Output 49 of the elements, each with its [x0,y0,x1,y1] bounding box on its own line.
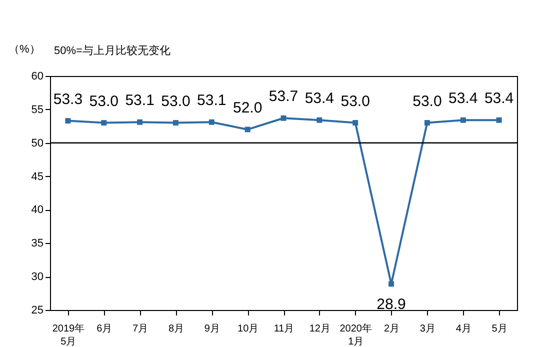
y-tick-label: 60 [31,70,44,82]
point [172,120,178,126]
point [316,117,322,123]
text: 50%=与上月比较无变化 [54,44,170,57]
x-tick-label: 8月 [168,324,184,334]
data-label: 53.0 [89,92,118,110]
data-label: 53.0 [161,92,190,110]
x-tick-label: 2020年 1月 [340,322,372,347]
point [388,281,394,287]
point [424,120,430,126]
x-tick-label: 7月 [132,324,148,334]
point [280,115,286,121]
x-tick-label: 2月 [384,324,400,334]
point [460,117,466,123]
y-tick-label: 30 [31,271,44,284]
data-label: 28.9 [376,296,406,313]
point [496,117,502,123]
data-label: 53.1 [125,92,154,110]
data-label: 53.1 [197,92,226,110]
point [244,126,250,132]
y-tick-label: 50 [31,137,44,150]
data-label: 53.4 [304,90,334,108]
data-label: 53.0 [412,92,442,110]
y-tick-label: 35 [31,238,44,250]
x-tick-label: 6月 [96,324,112,334]
data-label: 52.0 [232,99,262,116]
data-label: 53.7 [268,88,298,106]
x-tick-label: 12月 [309,324,330,334]
x-tick-label: 5月 [492,324,508,334]
point [65,118,71,124]
data-label: 53.4 [448,90,478,108]
point [352,120,358,126]
y-axis-title: （%） [8,44,40,56]
y-tick-label: 55 [31,104,44,116]
point [137,119,143,125]
y-tick-label: 40 [31,204,44,216]
y-tick-label: 25 [31,304,44,316]
y-tick-label: 45 [31,170,44,183]
x-tick-label: 11月 [274,324,294,334]
point [101,120,107,126]
x-tick-label: 10月 [238,324,259,334]
data-label: 53.3 [53,90,83,108]
x-tick-label: 2019年 5月 [52,322,85,347]
x-tick-label: 4月 [456,324,472,334]
point [208,119,214,125]
x-tick-label: 9月 [204,324,220,334]
x-tick-label: 3月 [420,324,436,334]
data-label: 53.4 [484,90,514,108]
data-label: 53.0 [340,92,370,110]
